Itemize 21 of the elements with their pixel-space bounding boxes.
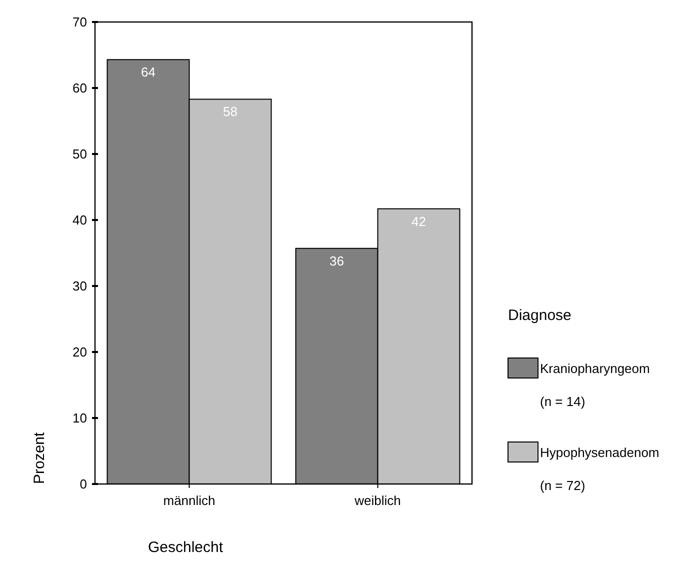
- text: (n = 72): [540, 478, 586, 493]
- y-axis-title: Prozent: [31, 431, 48, 484]
- y-tick-label: 30: [72, 278, 87, 294]
- y-tick-label: 70: [72, 14, 87, 30]
- text: (n = 14): [540, 394, 586, 409]
- y-tick-label: 0: [80, 476, 87, 492]
- data-label: 36: [330, 253, 344, 268]
- y-tick-label: 50: [72, 146, 87, 162]
- legend-label: Hypophysenadenom: [540, 445, 660, 460]
- y-tick-label: 20: [72, 344, 87, 360]
- data-label: 58: [223, 104, 238, 120]
- data-label: 42: [412, 214, 426, 229]
- y-tick-label: 60: [72, 80, 87, 96]
- x-axis-title: Geschlecht: [148, 539, 224, 556]
- data-label: 64: [141, 64, 156, 80]
- legend-title: Diagnose: [508, 307, 572, 324]
- legend-label: Kraniopharyngeom: [540, 361, 650, 376]
- y-tick-label: 10: [72, 410, 87, 426]
- x-tick-label: männlich: [163, 493, 216, 508]
- x-tick-label: weiblich: [354, 493, 401, 508]
- y-tick-label: 40: [72, 212, 87, 228]
